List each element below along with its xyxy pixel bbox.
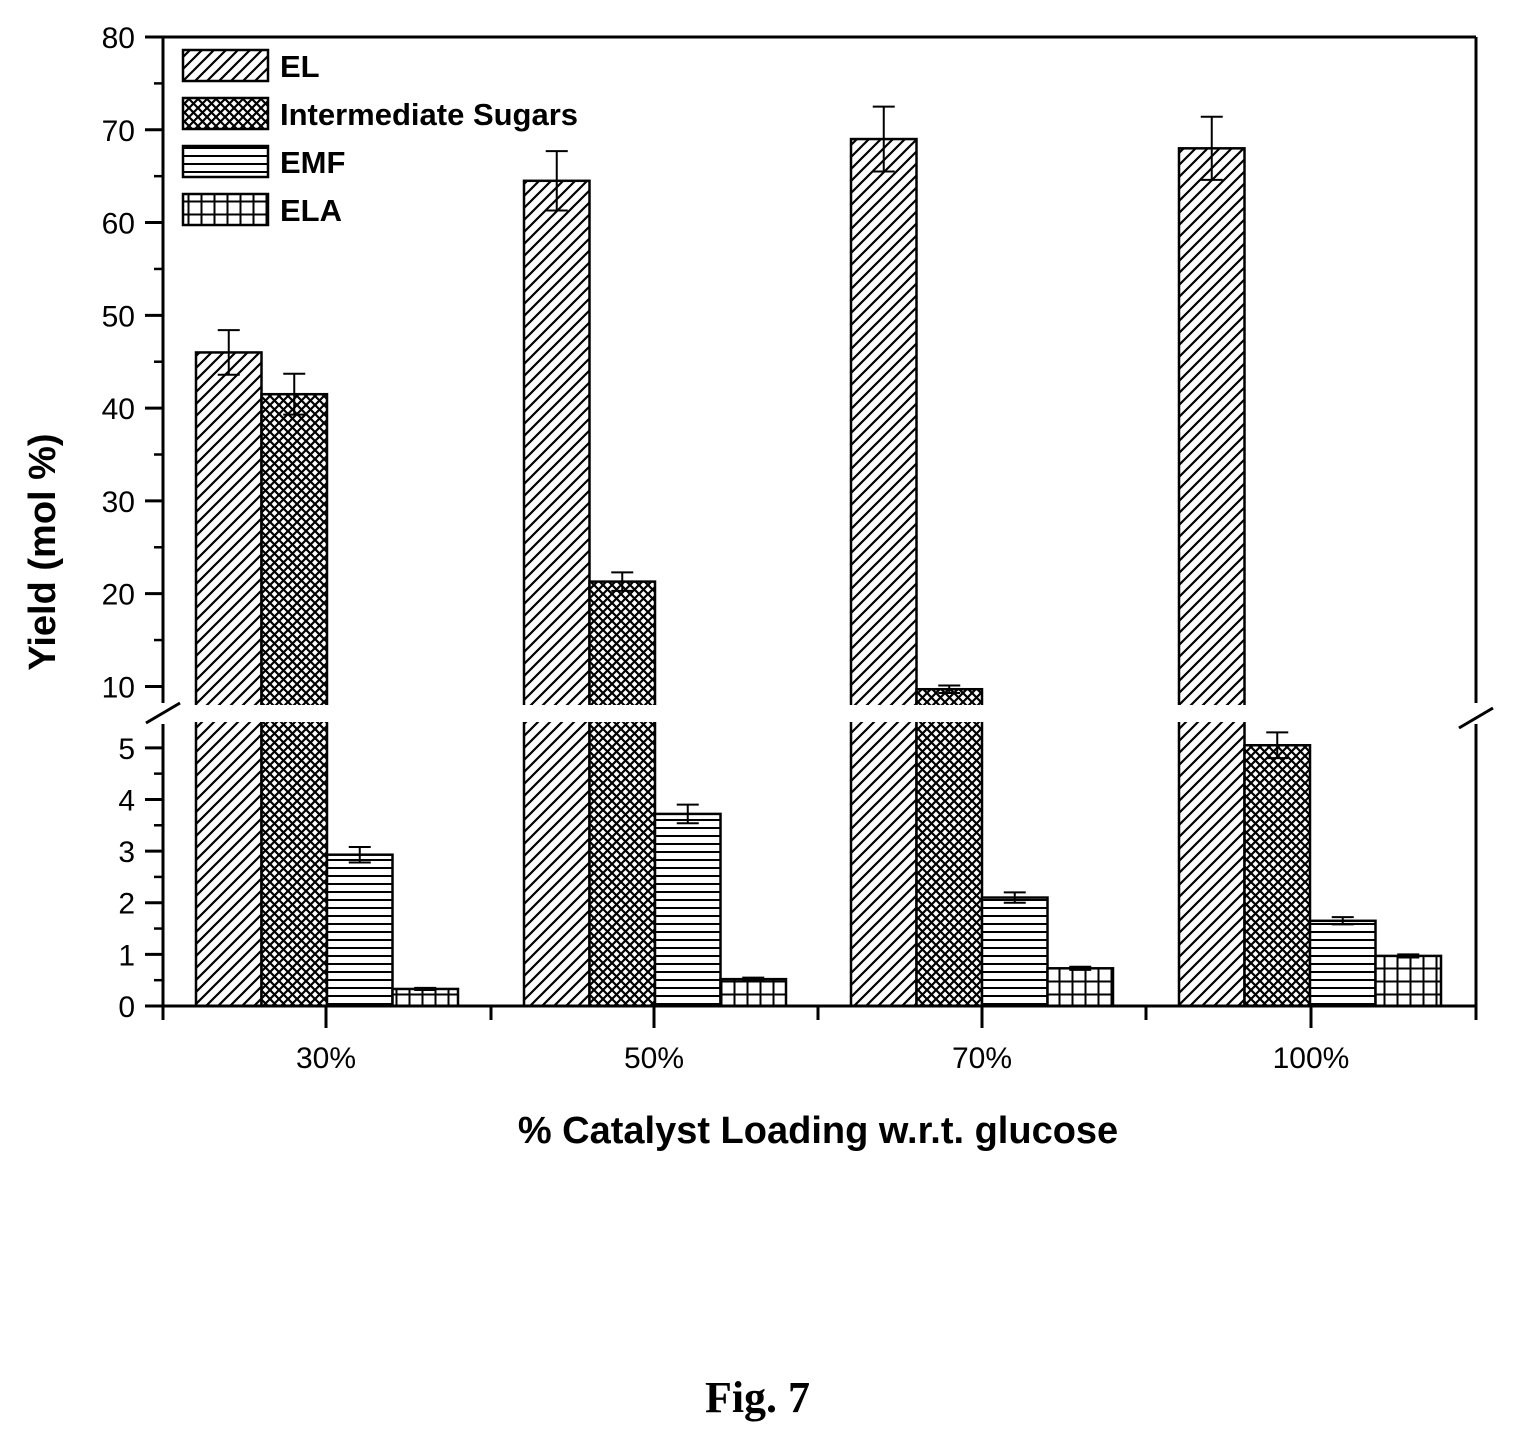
x-tick-label: 30%	[296, 1042, 356, 1075]
legend-swatch	[181, 48, 270, 83]
legend-swatch	[181, 192, 270, 227]
legend-item: EL	[181, 48, 320, 84]
break-mark-left	[145, 701, 181, 725]
y-tick-label: 5	[118, 733, 135, 766]
bar-emf-3	[1308, 919, 1377, 1008]
error-bar	[676, 803, 699, 825]
error-bar	[1266, 731, 1289, 760]
break-mark-right	[1458, 706, 1494, 730]
bars-layer	[194, 137, 1443, 1008]
bar-ela-1	[719, 977, 788, 1008]
bar-emf-2	[980, 896, 1049, 1008]
axis-break-band	[165, 705, 1474, 722]
bar-intermediate-sugars-2	[915, 687, 984, 1008]
legend-swatch	[181, 144, 270, 179]
y-tick-label: 1	[118, 939, 135, 972]
x-tick-label: 70%	[952, 1042, 1012, 1075]
axes-frame	[145, 35, 1494, 1008]
error-bar	[545, 150, 568, 212]
error-bar	[414, 986, 437, 991]
y-tick-label: 4	[118, 784, 135, 817]
error-bar	[1331, 916, 1354, 926]
bar-ela-3	[1374, 954, 1443, 1008]
y-axis-title: Yield (mol %)	[22, 433, 64, 670]
y-tick-label: 70	[102, 115, 135, 148]
bar-intermediate-sugars-3	[1243, 743, 1312, 1008]
y-tick-label: 2	[118, 888, 135, 921]
bar-el-1	[522, 179, 591, 1008]
error-bar	[217, 329, 240, 376]
legend-swatch	[181, 96, 270, 131]
y-tick-label: 50	[102, 300, 135, 333]
x-axis-title: % Catalyst Loading w.r.t. glucose	[518, 1110, 1118, 1152]
error-bar	[742, 976, 765, 982]
bar-el-0	[194, 351, 263, 1008]
bar-ela-0	[391, 987, 460, 1008]
y-tick-label: 20	[102, 579, 135, 612]
y-tick-label: 80	[102, 22, 135, 55]
bar-intermediate-sugars-0	[260, 392, 329, 1008]
y-tick-label: 3	[118, 836, 135, 869]
tick-marks: 10 20 30 40 50 60 70 80 0 1 2 3 4 5 30% 50% 70% 100%	[102, 22, 1478, 1075]
error-bar	[1397, 953, 1420, 959]
bar-emf-1	[653, 812, 722, 1008]
error-bar	[872, 105, 895, 173]
y-tick-label: 10	[102, 671, 135, 704]
bar-el-2	[849, 137, 918, 1008]
bar-ela-2	[1046, 967, 1115, 1008]
error-bar	[938, 684, 961, 694]
axis-break-gap	[165, 705, 1474, 722]
error-bars	[217, 105, 1420, 991]
legend: EL Intermediate Sugars EMF ELA	[181, 48, 578, 228]
error-bar	[611, 571, 634, 592]
y-tick-label: 0	[118, 991, 135, 1024]
y-tick-label: 40	[102, 393, 135, 426]
legend-label: Intermediate Sugars	[280, 97, 578, 132]
bar-emf-0	[325, 853, 394, 1008]
bar-intermediate-sugars-1	[588, 580, 657, 1008]
legend-item: ELA	[181, 192, 342, 228]
error-bar	[348, 845, 371, 864]
error-bar	[1069, 965, 1092, 971]
y-tick-label: 30	[102, 486, 135, 519]
legend-label: EMF	[280, 145, 345, 180]
legend-label: EL	[280, 49, 320, 84]
legend-item: EMF	[181, 144, 345, 180]
figure-caption: Fig. 7	[704, 1373, 811, 1422]
error-bar	[1200, 115, 1223, 181]
x-tick-label: 100%	[1273, 1042, 1350, 1075]
legend-item: Intermediate Sugars	[181, 96, 578, 132]
legend-label: ELA	[280, 193, 342, 228]
y-tick-label: 60	[102, 208, 135, 241]
x-tick-label: 50%	[624, 1042, 684, 1075]
error-bar	[1003, 891, 1026, 904]
bar-el-3	[1177, 147, 1246, 1008]
error-bar	[283, 372, 306, 416]
